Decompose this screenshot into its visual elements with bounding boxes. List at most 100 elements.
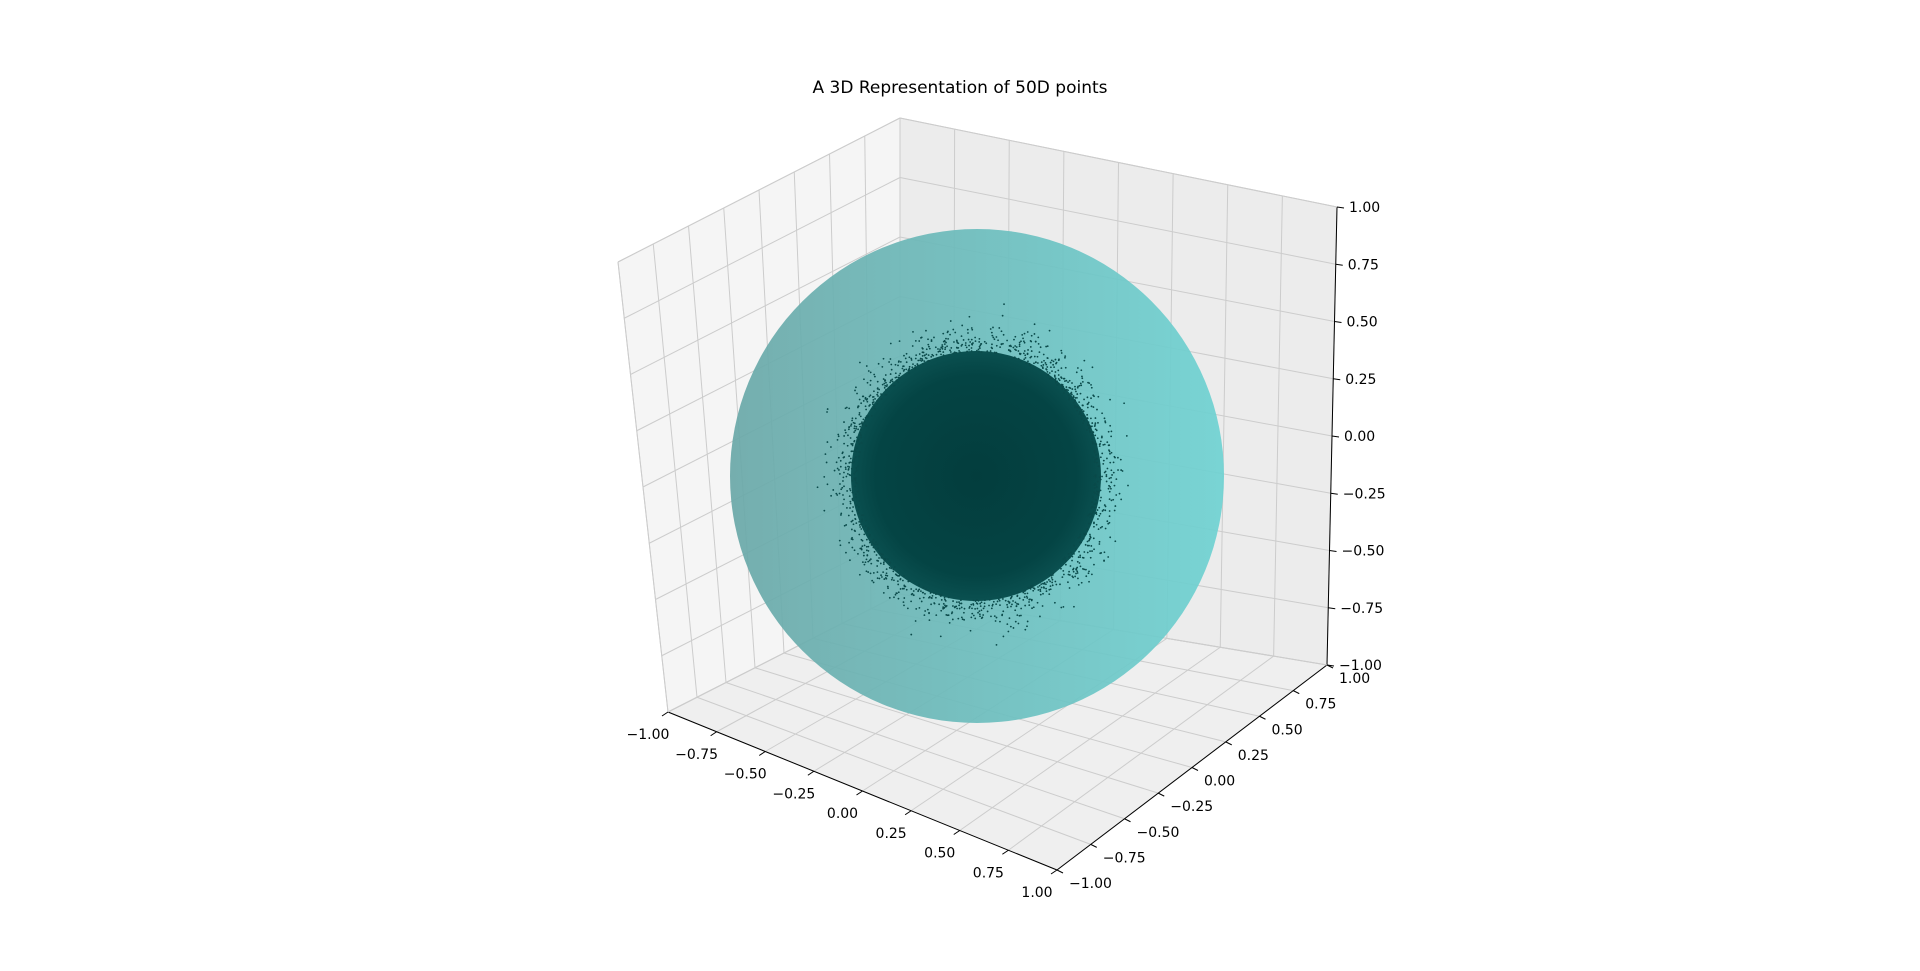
cloud-point bbox=[940, 346, 943, 349]
cloud-point bbox=[1045, 345, 1048, 348]
cloud-point bbox=[993, 352, 996, 354]
cloud-point bbox=[877, 395, 879, 397]
cloud-point bbox=[1048, 329, 1051, 332]
cloud-point bbox=[914, 620, 917, 622]
cloud-point bbox=[1076, 409, 1078, 412]
cloud-point bbox=[1002, 635, 1005, 638]
cloud-point bbox=[966, 328, 969, 331]
cloud-point bbox=[1063, 556, 1066, 559]
cloud-point bbox=[1088, 533, 1091, 536]
cloud-point bbox=[983, 605, 986, 608]
cloud-point bbox=[993, 615, 996, 618]
cloud-point bbox=[844, 431, 847, 434]
cloud-point bbox=[869, 572, 872, 575]
cloud-point bbox=[968, 348, 971, 351]
cloud-point bbox=[1098, 514, 1101, 517]
cloud-point bbox=[1115, 478, 1118, 481]
cloud-point bbox=[873, 405, 876, 408]
cloud-point bbox=[1091, 422, 1094, 424]
cloud-point bbox=[1093, 475, 1096, 478]
cloud-point bbox=[944, 348, 946, 351]
cloud-point bbox=[847, 514, 850, 517]
cloud-point bbox=[970, 347, 973, 349]
cloud-point bbox=[860, 528, 863, 530]
cloud-point bbox=[974, 600, 977, 603]
cloud-point bbox=[1097, 465, 1100, 468]
cloud-point bbox=[1000, 330, 1003, 333]
cloud-point bbox=[1096, 408, 1098, 411]
cloud-point bbox=[849, 502, 852, 505]
cloud-point bbox=[860, 547, 863, 550]
cloud-point bbox=[1091, 433, 1094, 435]
cloud-point bbox=[963, 618, 966, 621]
cloud-point bbox=[905, 361, 908, 364]
cloud-point bbox=[1012, 346, 1015, 349]
cloud-point bbox=[918, 597, 921, 600]
cloud-point bbox=[1073, 404, 1076, 407]
cloud-point bbox=[854, 417, 857, 420]
cloud-point bbox=[879, 562, 882, 565]
cloud-point bbox=[1051, 581, 1054, 584]
cloud-point bbox=[1029, 586, 1032, 589]
cloud-point bbox=[857, 405, 860, 408]
cloud-point bbox=[1099, 526, 1102, 529]
cloud-point bbox=[836, 494, 839, 496]
cloud-point bbox=[914, 366, 917, 369]
cloud-point bbox=[837, 469, 840, 471]
cloud-point bbox=[1054, 371, 1057, 373]
cloud-point bbox=[1075, 572, 1077, 575]
cloud-point bbox=[1087, 381, 1089, 384]
cloud-point bbox=[858, 413, 861, 416]
cloud-point bbox=[864, 424, 867, 427]
cloud-point bbox=[1074, 575, 1077, 578]
cloud-point bbox=[1002, 610, 1005, 613]
cloud-point bbox=[947, 596, 950, 599]
cloud-point bbox=[922, 363, 924, 365]
cloud-point bbox=[1109, 398, 1111, 401]
cloud-point bbox=[960, 344, 963, 347]
cloud-point bbox=[851, 444, 854, 447]
cloud-point bbox=[1050, 359, 1053, 362]
grid-line bbox=[624, 177, 901, 319]
cloud-point bbox=[933, 602, 936, 604]
cloud-point bbox=[844, 462, 847, 465]
cloud-point bbox=[1042, 592, 1044, 595]
cloud-point bbox=[1092, 394, 1095, 397]
cloud-point bbox=[1062, 573, 1065, 576]
cloud-point bbox=[1108, 484, 1110, 487]
cloud-point bbox=[903, 575, 905, 577]
cloud-point bbox=[1047, 373, 1049, 376]
cloud-point bbox=[944, 604, 946, 607]
cloud-point bbox=[998, 599, 1001, 602]
cloud-point bbox=[1026, 625, 1028, 628]
cloud-point bbox=[1025, 362, 1028, 365]
cloud-point bbox=[995, 336, 998, 338]
cloud-point bbox=[1110, 481, 1113, 484]
cloud-point bbox=[978, 345, 981, 348]
cloud-point bbox=[1002, 342, 1004, 345]
cloud-point bbox=[1079, 392, 1082, 395]
cloud-point bbox=[925, 353, 928, 356]
cloud-point bbox=[1051, 370, 1053, 373]
cloud-point bbox=[974, 617, 977, 620]
cloud-point bbox=[849, 461, 852, 464]
cloud-point bbox=[1099, 552, 1102, 555]
z-tick-label: −0.25 bbox=[1343, 486, 1386, 502]
cloud-point bbox=[877, 362, 880, 365]
cloud-point bbox=[959, 602, 961, 605]
cloud-point bbox=[866, 529, 869, 532]
cloud-point bbox=[864, 525, 867, 528]
cloud-point bbox=[876, 399, 879, 402]
cloud-point bbox=[1063, 392, 1065, 394]
cloud-point bbox=[1037, 586, 1039, 588]
cloud-point bbox=[925, 348, 928, 351]
cloud-point bbox=[874, 408, 877, 411]
cloud-point bbox=[873, 550, 876, 553]
cloud-point bbox=[964, 344, 967, 347]
cloud-point bbox=[1059, 583, 1061, 586]
cloud-point bbox=[853, 514, 856, 516]
cloud-point bbox=[1097, 421, 1099, 424]
cloud-point bbox=[884, 384, 887, 387]
cloud-point bbox=[880, 576, 883, 578]
cloud-point bbox=[851, 491, 854, 494]
